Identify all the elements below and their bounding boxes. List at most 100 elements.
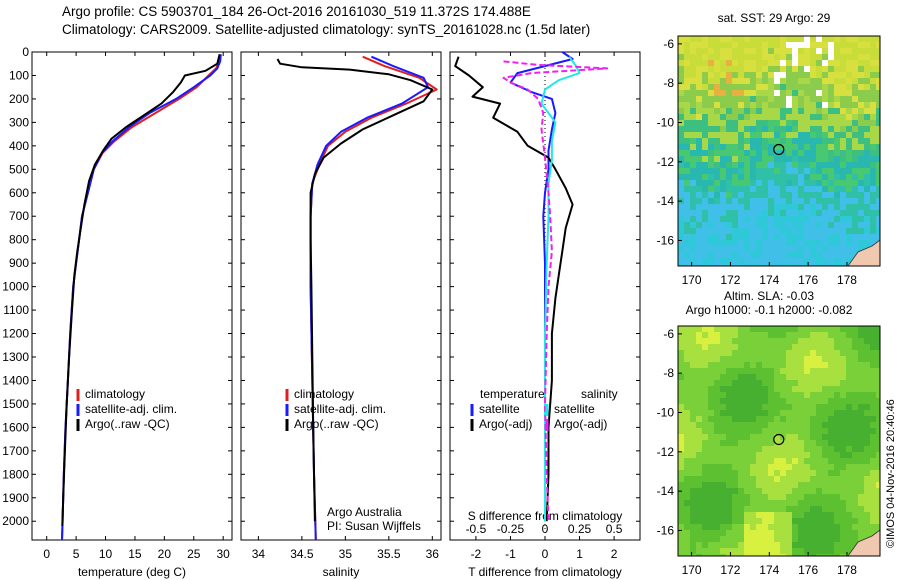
map-cell [828, 500, 834, 506]
map-cell [780, 338, 786, 344]
map-cell [690, 422, 696, 428]
map-cell [840, 422, 846, 428]
map-cell [738, 470, 744, 476]
map-cell [762, 36, 768, 42]
map-cell [708, 204, 714, 210]
map-cell [744, 410, 750, 416]
map-cell [798, 530, 804, 536]
map-cell [792, 78, 798, 84]
map-cell [744, 554, 750, 556]
map-cell [714, 404, 720, 410]
series-line-argo-raw-qc- [61, 54, 221, 526]
map-cell [828, 326, 834, 332]
map-cell [810, 204, 816, 210]
map-cell [816, 84, 822, 90]
map-cell [822, 264, 828, 266]
map-cell [822, 36, 828, 42]
map-cell [792, 428, 798, 434]
map-cell [738, 536, 744, 542]
map-cell [738, 362, 744, 368]
map-cell [702, 416, 708, 422]
map-cell [744, 470, 750, 476]
map-cell [798, 506, 804, 512]
map-cell [780, 452, 786, 458]
map-cell [708, 54, 714, 60]
map-cell [792, 138, 798, 144]
map-cell [690, 500, 696, 506]
map-cell [726, 482, 732, 488]
map-cell [816, 476, 822, 482]
map-cell [792, 162, 798, 168]
map-cell [780, 216, 786, 222]
map-cell [780, 162, 786, 168]
map-cell [816, 524, 822, 530]
map-cell [756, 470, 762, 476]
map-cell [864, 114, 870, 120]
map-cell [840, 338, 846, 344]
map-cell [708, 476, 714, 482]
map-cell [852, 60, 858, 66]
map-cell [780, 392, 786, 398]
map-cell [858, 222, 864, 228]
map-cell [678, 506, 684, 512]
map-cell [738, 216, 744, 222]
map-cell [822, 488, 828, 494]
map-cell [798, 258, 804, 264]
map-cell [684, 506, 690, 512]
map-cell [696, 36, 702, 42]
map-cell [762, 326, 768, 332]
map-cell [756, 386, 762, 392]
map-cell [870, 506, 876, 512]
map-cell [780, 542, 786, 548]
map-cell [780, 362, 786, 368]
map-cell [840, 192, 846, 198]
map-cell [774, 228, 780, 234]
map-cell [852, 48, 858, 54]
depth-tick-label: 1100 [3, 303, 29, 317]
map-cell [762, 162, 768, 168]
map-cell [738, 126, 744, 132]
map-cell [816, 398, 822, 404]
map-cell [822, 108, 828, 114]
map-cell [678, 228, 684, 234]
map-cell [876, 228, 880, 234]
map-cell [702, 66, 708, 72]
map-cell [696, 542, 702, 548]
map-cell [708, 144, 714, 150]
map-cell [870, 392, 876, 398]
map-cell [852, 542, 858, 548]
map-cell [702, 464, 708, 470]
map-cell [846, 398, 852, 404]
map-cell [804, 524, 810, 530]
map-cell [786, 380, 792, 386]
legend-label: Argo(..raw -QC) [85, 417, 170, 431]
map-cell [678, 524, 684, 530]
map-cell [816, 186, 822, 192]
map-cell [690, 512, 696, 518]
map-cell [834, 464, 840, 470]
map-cell [720, 356, 726, 362]
map-cell [708, 488, 714, 494]
map-cell [762, 512, 768, 518]
map-cell [750, 216, 756, 222]
map-cell [684, 344, 690, 350]
map-cell [726, 126, 732, 132]
map-cell [774, 120, 780, 126]
map-cell [810, 476, 816, 482]
map-cell [702, 398, 708, 404]
map-cell [684, 60, 690, 66]
map-cell [762, 180, 768, 186]
map-cell [702, 246, 708, 252]
map-cell [696, 186, 702, 192]
map-cell [858, 446, 864, 452]
map-cell [834, 84, 840, 90]
map-cell [744, 524, 750, 530]
map-cell [732, 252, 738, 258]
map-cell [762, 246, 768, 252]
map-cell [702, 36, 708, 42]
map-cell [816, 434, 822, 440]
map-cell [684, 156, 690, 162]
depth-tick-label: 0 [22, 45, 29, 59]
map-cell [774, 84, 780, 90]
map-cell [828, 54, 834, 60]
